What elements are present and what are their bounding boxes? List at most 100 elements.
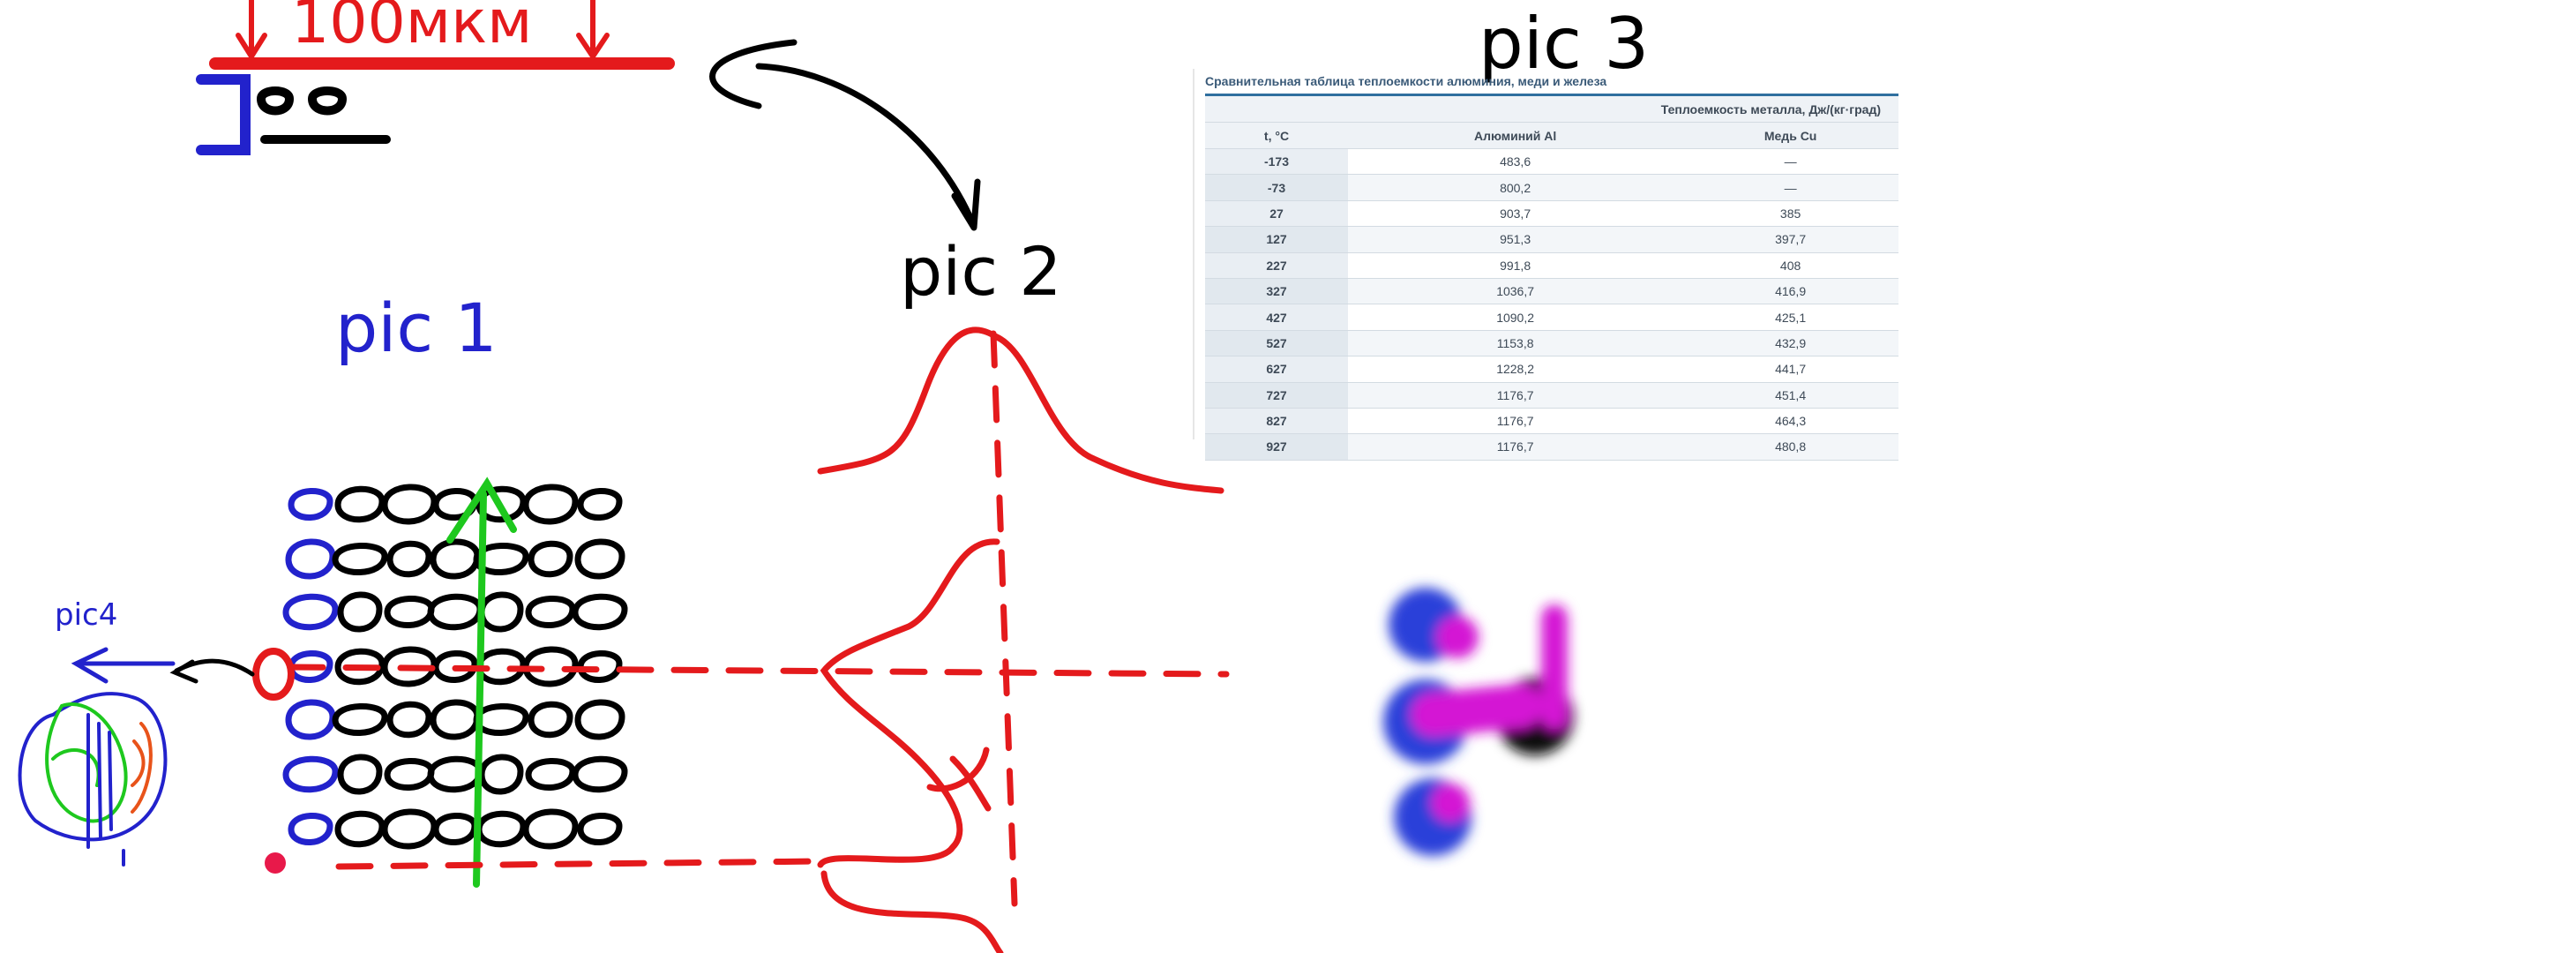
grain [572,593,628,631]
column-header-temperature: t, °C [1205,122,1348,149]
grain [334,485,386,523]
cell-temperature: -73 [1205,174,1348,201]
grain [577,650,623,683]
grain [522,808,579,850]
table-row: 27 903,7 385 [1205,200,1898,228]
highlighted-grain [252,648,295,701]
cell-temperature: 27 [1205,200,1348,228]
grain [386,701,432,739]
pic3-label: pic 3 [1479,3,1650,85]
cell-temperature: 827 [1205,408,1348,435]
grain-edge [288,488,333,521]
cell-temperature: -173 [1205,148,1348,176]
grain [381,808,438,850]
grain [528,701,573,739]
grain [577,813,623,845]
cell-copper: 397,7 [1682,226,1898,253]
cell-aluminium: 1228,2 [1348,356,1683,383]
cell-temperature: 527 [1205,330,1348,357]
cell-copper: 464,3 [1682,408,1898,435]
table-row: 827 1176,7 464,3 [1205,408,1898,435]
grain [384,596,435,628]
grain [473,703,529,736]
grain [476,810,527,848]
profile-curves [817,326,1224,953]
heat-capacity-table-image: Сравнительная таблица теплоемкости алюми… [1193,69,1898,461]
blurred-molecule [1383,588,1574,856]
grain [332,543,388,575]
cell-copper: 451,4 [1682,382,1898,409]
grain [430,699,481,740]
grain-edge [285,699,336,740]
grain [334,810,386,848]
grain [384,758,435,791]
pic1-label: pic 1 [335,289,498,367]
grain [332,703,388,736]
grain [430,538,481,580]
cell-aluminium: 1036,7 [1348,278,1683,305]
grain [522,484,579,525]
cell-copper: 425,1 [1682,304,1898,331]
grain [386,540,432,578]
green-arrow [446,476,517,888]
table-row: 627 1228,2 441,7 [1205,356,1898,383]
pic2-label: pic 2 [900,232,1062,311]
pic4-label: pic4 [55,597,118,633]
grain-edge [285,538,336,580]
heat-capacity-table: Теплоемкость металла, Дж/(кг·град) t, °C… [1205,96,1898,461]
cell-temperature: 427 [1205,304,1348,331]
scale-bar [209,0,675,70]
cell-copper: 432,9 [1682,330,1898,357]
table-row: 327 1036,7 416,9 [1205,278,1898,305]
table-row: 127 951,3 397,7 [1205,226,1898,253]
grain-edge [282,755,339,793]
cell-aluminium: 1176,7 [1348,382,1683,409]
red-dot [265,852,286,874]
grain [574,538,625,580]
table-row: 927 1176,7 480,8 [1205,433,1898,461]
cell-aluminium: 1176,7 [1348,433,1683,461]
cell-copper: — [1682,174,1898,201]
grain [522,646,579,687]
grain-edge [282,593,339,631]
red-dashed-lines [288,330,1230,907]
table-row: -73 800,2— [1205,174,1898,201]
table-row: 527 1153,8 432,9 [1205,330,1898,357]
table-row: -173 483,6— [1205,148,1898,176]
grain [478,754,524,795]
grain [337,754,383,795]
cell-temperature: 327 [1205,278,1348,305]
table-caption: Сравнительная таблица теплоемкости алюми… [1205,69,1898,96]
grain [478,591,524,633]
grain [432,650,478,683]
table-row: 227 991,8 408 [1205,252,1898,279]
cell-aluminium: 483,6 [1348,148,1683,176]
cell-temperature: 127 [1205,226,1348,253]
grain [525,596,576,628]
cell-temperature: 927 [1205,433,1348,461]
grain [528,540,573,578]
grain-edge [288,813,333,845]
grain [381,484,438,525]
cell-aluminium: 800,2 [1348,174,1683,201]
column-header-copper: Медь Cu [1682,122,1898,149]
scale-label: 100мкм [291,0,533,57]
cell-copper: 385 [1682,200,1898,228]
table-header-empty [1205,96,1348,123]
grain [427,593,483,631]
cell-copper: — [1682,148,1898,176]
cell-aluminium: 991,8 [1348,252,1683,279]
grain [577,488,623,521]
cell-aluminium: 1090,2 [1348,304,1683,331]
grain [574,699,625,740]
table-row: 427 1090,2 425,1 [1205,304,1898,331]
grain [432,813,478,845]
grain [572,755,628,793]
column-header-aluminium: Алюминий Al [1348,122,1683,149]
cell-copper: 441,7 [1682,356,1898,383]
cell-temperature: 227 [1205,252,1348,279]
grain [473,543,529,575]
cell-temperature: 627 [1205,356,1348,383]
grain-edge [288,650,333,683]
